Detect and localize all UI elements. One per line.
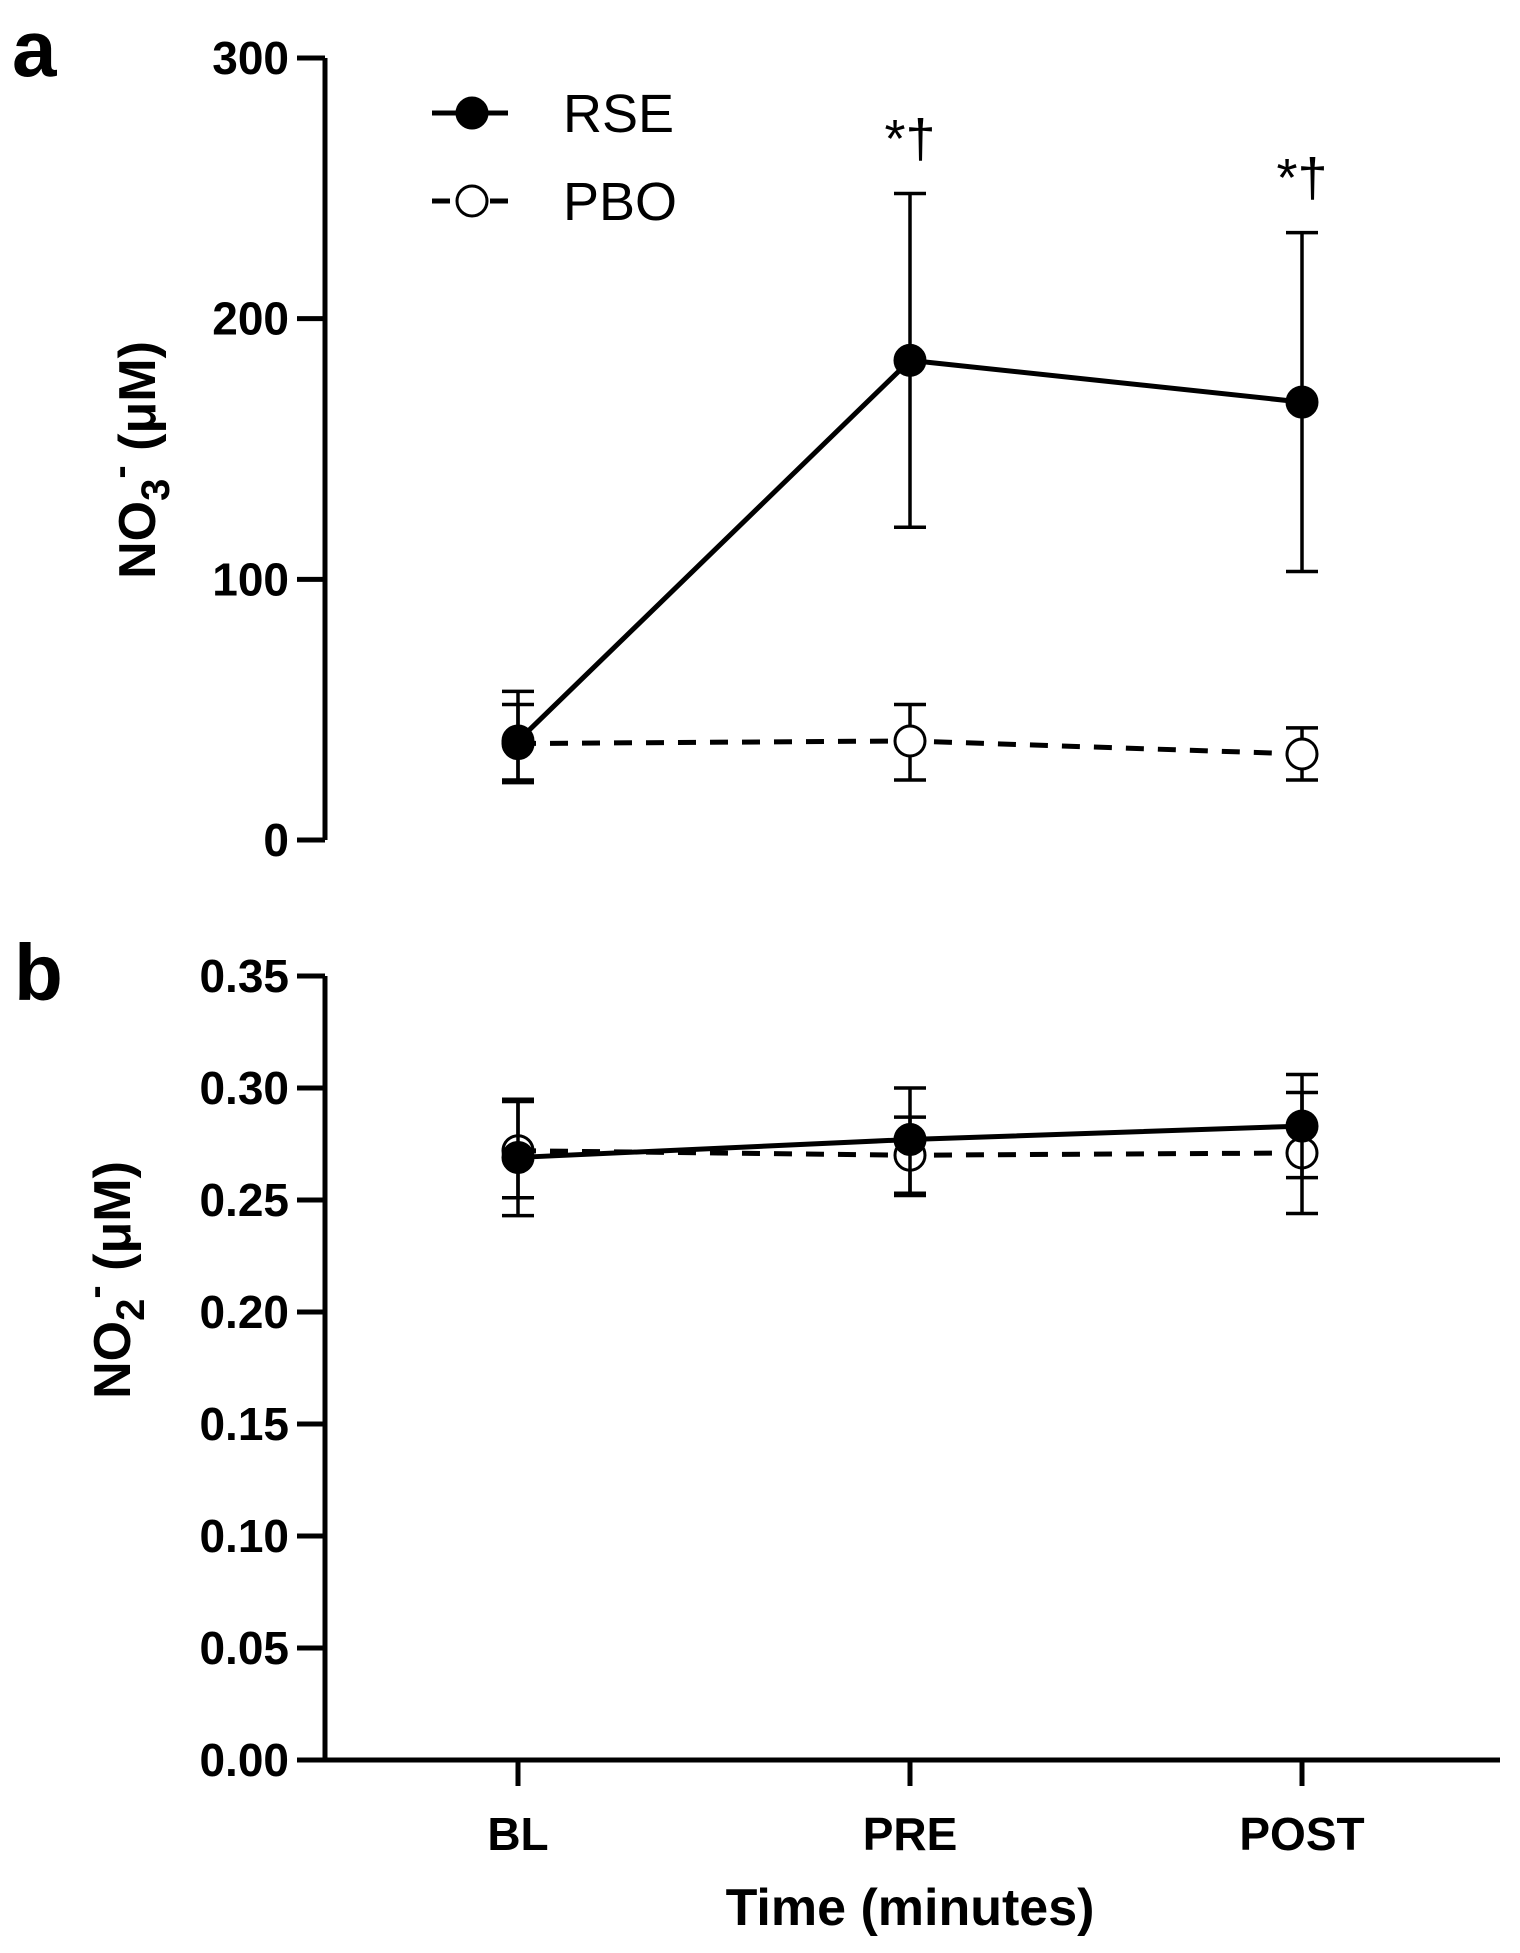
point-rse <box>501 1140 535 1174</box>
legend-pbo-marker <box>455 184 489 218</box>
legend-pbo-label: PBO <box>563 172 677 232</box>
panel-a-y-axis-title: NO3- (μM) <box>98 341 178 579</box>
y-tick-label: 100 <box>212 553 289 605</box>
panel-b-y-axis-title: NO2- (μM) <box>73 1161 153 1399</box>
significance-marker: *† <box>884 109 935 169</box>
x-tick-label: POST <box>1239 1808 1364 1860</box>
point-pbo <box>1285 737 1319 771</box>
legend-rse-label: RSE <box>563 84 674 144</box>
panel-label-a: a <box>12 4 57 93</box>
x-tick-label: PRE <box>863 1808 958 1860</box>
panel-b-axes: 0.00 0.05 0.10 0.15 0.20 0.25 0.30 0.35 BL PRE POS… <box>199 950 1500 1860</box>
point-rse <box>1285 1109 1319 1143</box>
x-tick-label: BL <box>487 1808 548 1860</box>
point-rse <box>893 1123 927 1157</box>
y-tick-label: 300 <box>212 32 289 84</box>
panel-b-x-axis-title: Time (minutes) <box>726 1879 1095 1937</box>
point-rse <box>1285 385 1319 419</box>
panel-a-plot-area: *† *† <box>501 109 1328 785</box>
y-tick-label: 0.15 <box>199 1398 289 1450</box>
y-tick-label: 0 <box>263 814 289 866</box>
y-tick-label: 0.00 <box>199 1734 289 1786</box>
panel-a-axes: 0 100 200 300 <box>212 32 328 866</box>
y-tick-label: 200 <box>212 293 289 345</box>
y-tick-label: 0.35 <box>199 950 289 1002</box>
panel-b-chart: 0.00 0.05 0.10 0.15 0.20 0.25 0.30 0.35 BL PRE POS… <box>73 950 1500 1937</box>
panel-a-chart: 0 100 200 300 *† *† NO3- (μM) RSE PBO <box>98 32 1328 866</box>
y-tick-label: 0.30 <box>199 1062 289 1114</box>
panel-b-plot-area <box>501 1072 1319 1218</box>
point-rse <box>501 724 535 758</box>
y-tick-label: 0.05 <box>199 1622 289 1674</box>
y-tick-label: 0.10 <box>199 1510 289 1562</box>
significance-marker: *† <box>1276 148 1327 208</box>
y-tick-label: 0.20 <box>199 1286 289 1338</box>
y-tick-label: 0.25 <box>199 1174 289 1226</box>
legend: RSE PBO <box>432 84 677 232</box>
point-pbo <box>893 724 927 758</box>
legend-rse-marker <box>455 96 489 130</box>
point-rse <box>893 343 927 377</box>
panel-label-b: b <box>14 928 63 1017</box>
